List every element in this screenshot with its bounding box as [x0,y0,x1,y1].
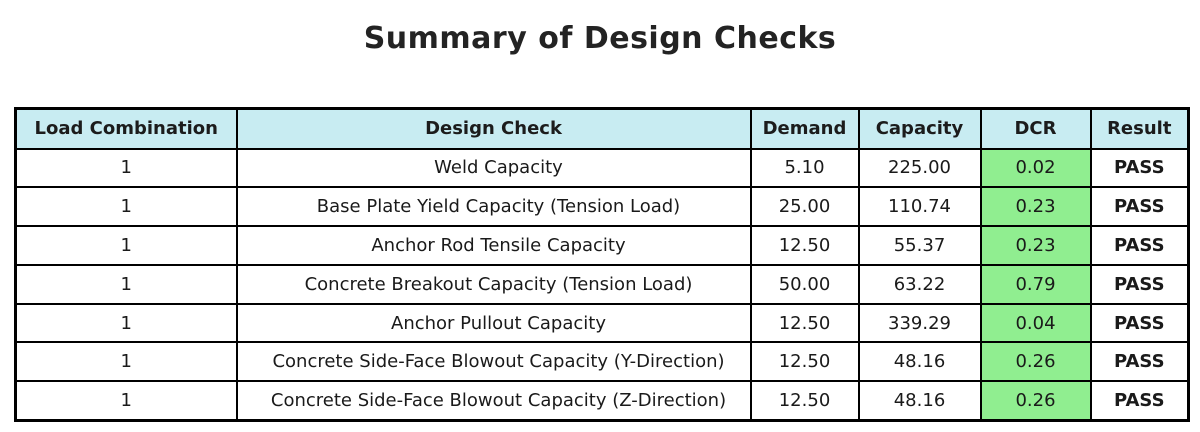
cell-capacity: 55.37 [857,225,982,266]
cell-result: PASS [1089,186,1190,228]
cell-dcr: 0.04 [979,302,1092,344]
table-body: 1 Weld Capacity 5.10 225.00 0.02 PASS 1 … [14,147,1190,422]
cell-load-combination: 1 [14,225,238,266]
header-row: Load Combination Design Check Demand Cap… [14,107,1190,150]
cell-capacity: 48.16 [857,341,982,383]
cell-design-check: Concrete Side-Face Blowout Capacity (Y-D… [235,341,752,383]
cell-load-combination: 1 [14,186,238,228]
header-demand: Demand [749,107,860,150]
cell-demand: 5.10 [749,147,860,189]
cell-design-check: Anchor Rod Tensile Capacity [235,225,752,266]
cell-capacity: 339.29 [857,302,982,344]
cell-load-combination: 1 [14,263,238,305]
cell-demand: 25.00 [749,186,860,228]
cell-result: PASS [1089,263,1190,305]
table-row: 1 Concrete Side-Face Blowout Capacity (Z… [14,380,1190,422]
cell-result: PASS [1089,380,1190,422]
page-title: Summary of Design Checks [363,21,837,56]
cell-design-check: Concrete Side-Face Blowout Capacity (Z-D… [235,380,752,422]
cell-result: PASS [1089,341,1190,383]
cell-dcr: 0.23 [979,186,1092,228]
header-result: Result [1089,107,1190,150]
cell-demand: 12.50 [749,302,860,344]
cell-capacity: 63.22 [857,263,982,305]
cell-result: PASS [1089,302,1190,344]
header-design-check: Design Check [235,107,752,150]
cell-result: PASS [1089,147,1190,189]
cell-demand: 50.00 [749,263,860,305]
table-row: 1 Base Plate Yield Capacity (Tension Loa… [14,186,1190,228]
cell-demand: 12.50 [749,225,860,266]
cell-capacity: 225.00 [857,147,982,189]
cell-dcr: 0.02 [979,147,1092,189]
table-row: 1 Anchor Rod Tensile Capacity 12.50 55.3… [14,225,1190,266]
cell-load-combination: 1 [14,341,238,383]
table-row: 1 Concrete Side-Face Blowout Capacity (Y… [14,341,1190,383]
table-row: 1 Anchor Pullout Capacity 12.50 339.29 0… [14,302,1190,344]
cell-design-check: Anchor Pullout Capacity [235,302,752,344]
cell-design-check: Base Plate Yield Capacity (Tension Load) [235,186,752,228]
design-checks-table: Load Combination Design Check Demand Cap… [14,107,1190,422]
cell-load-combination: 1 [14,380,238,422]
cell-demand: 12.50 [749,341,860,383]
cell-dcr: 0.23 [979,225,1092,266]
cell-design-check: Concrete Breakout Capacity (Tension Load… [235,263,752,305]
cell-dcr: 0.26 [979,380,1092,422]
cell-design-check: Weld Capacity [235,147,752,189]
header-dcr: DCR [979,107,1092,150]
cell-capacity: 48.16 [857,380,982,422]
cell-load-combination: 1 [14,302,238,344]
table-row: 1 Concrete Breakout Capacity (Tension Lo… [14,263,1190,305]
header-load-combination: Load Combination [14,107,238,150]
cell-load-combination: 1 [14,147,238,189]
table-row: 1 Weld Capacity 5.10 225.00 0.02 PASS [14,147,1190,189]
cell-dcr: 0.79 [979,263,1092,305]
cell-capacity: 110.74 [857,186,982,228]
table-header: Load Combination Design Check Demand Cap… [14,107,1190,150]
cell-dcr: 0.26 [979,341,1092,383]
cell-demand: 12.50 [749,380,860,422]
cell-result: PASS [1089,225,1190,266]
header-capacity: Capacity [857,107,982,150]
